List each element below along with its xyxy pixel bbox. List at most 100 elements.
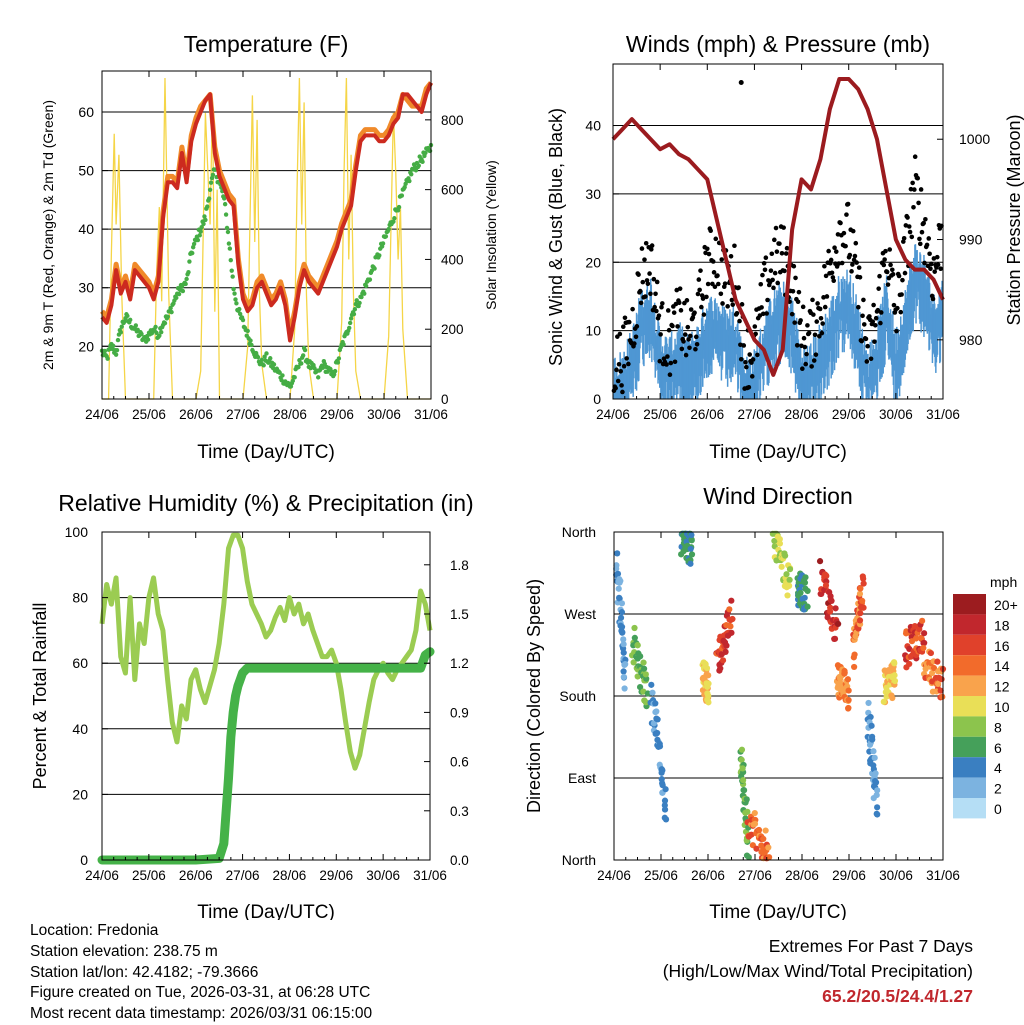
- x-tick-label: 25/06: [643, 407, 677, 422]
- direction-point: [857, 610, 864, 617]
- dewpoint-point: [168, 305, 173, 311]
- direction-point: [618, 609, 626, 616]
- gust-point: [645, 281, 651, 287]
- humidity-xlabel: Time (Day/UTC): [197, 902, 335, 920]
- gust-point: [887, 247, 893, 252]
- gust-point: [841, 230, 847, 236]
- gust-point: [907, 229, 913, 235]
- direction-point: [642, 699, 649, 706]
- wind-direction-ylabel: Direction (Colored By Speed): [524, 579, 544, 813]
- y-tick-label: 60: [72, 655, 88, 671]
- dewpoint-point: [222, 196, 227, 201]
- direction-point: [740, 777, 747, 784]
- gust-point: [912, 154, 918, 160]
- gust-point: [618, 368, 624, 374]
- temperature-ylabel: 2m & 9m T (Red, Orange) & 2m Td (Green): [40, 100, 56, 370]
- dewpoint-point: [105, 356, 110, 361]
- gust-point: [642, 257, 647, 262]
- speed-legend: mph 20+ 18 16 14 12 10 8 6 4 2 0: [953, 574, 1018, 819]
- y-right-tick-label: 200: [441, 322, 464, 337]
- dewpoint-point: [198, 229, 203, 234]
- y-right-tick-label: 0.3: [450, 804, 469, 819]
- direction-point: [927, 649, 934, 657]
- gust-point: [826, 248, 831, 254]
- dewpoint-point: [180, 288, 186, 294]
- gust-point: [860, 313, 865, 319]
- gust-point: [847, 252, 853, 258]
- direction-point: [640, 659, 647, 666]
- gust-point: [822, 304, 828, 310]
- direction-point: [740, 787, 748, 794]
- dewpoint-point: [277, 370, 282, 375]
- gust-point: [682, 332, 688, 337]
- gust-point: [771, 285, 776, 291]
- dewpoint-point: [399, 193, 405, 198]
- gust-point: [902, 270, 908, 276]
- gust-point: [728, 253, 734, 259]
- direction-point: [620, 641, 627, 648]
- dewpoint-point: [240, 317, 246, 323]
- legend-swatch: [953, 777, 986, 798]
- gust-point: [688, 307, 694, 312]
- gust-point: [665, 354, 670, 359]
- gust-point: [694, 342, 700, 347]
- direction-point: [871, 754, 878, 761]
- dewpoint-point: [205, 204, 210, 209]
- legend-label: 8: [994, 719, 1002, 735]
- dewpoint-point: [222, 201, 228, 207]
- x-tick-label: 29/06: [319, 868, 353, 883]
- gust-point: [684, 298, 690, 303]
- dewpoint-point: [392, 216, 397, 221]
- direction-point: [705, 680, 712, 687]
- y-tick-label: North: [562, 852, 596, 868]
- gust-point: [732, 243, 737, 249]
- direction-point: [687, 560, 694, 567]
- direction-point: [841, 669, 848, 676]
- gust-point: [763, 255, 769, 261]
- direction-point: [618, 623, 626, 630]
- gust-point: [810, 297, 815, 303]
- gust-point: [700, 296, 706, 301]
- dewpoint-point: [237, 306, 242, 312]
- direction-point: [891, 677, 899, 685]
- dewpoint-point: [427, 148, 433, 154]
- y-tick-label: 30: [585, 186, 601, 202]
- dewpoint-point: [245, 328, 250, 334]
- legend-label: 16: [994, 638, 1010, 654]
- direction-point: [856, 590, 864, 597]
- direction-point: [937, 687, 944, 694]
- gust-point: [815, 301, 820, 306]
- direction-point: [870, 762, 877, 769]
- gust-point: [685, 324, 691, 330]
- gust-point: [781, 225, 786, 230]
- gust-point: [649, 243, 655, 248]
- gust-point: [854, 260, 859, 265]
- gust-point: [664, 362, 669, 367]
- gust-point: [755, 352, 760, 358]
- direction-point: [786, 566, 794, 573]
- gust-point: [857, 274, 863, 280]
- gust-point: [620, 324, 626, 330]
- gust-point: [647, 271, 652, 276]
- y-tick-label: 30: [78, 280, 94, 296]
- wind-pressure-panel: Winds (mph) & Pressure (mb) 0 10 20 30 40 980…: [546, 31, 1024, 463]
- humidity-precip-panel: Relative Humidity (%) & Precipitation (i…: [30, 490, 474, 920]
- x-tick-label: 30/06: [367, 407, 401, 422]
- direction-point: [873, 791, 880, 799]
- direction-point: [920, 644, 927, 652]
- direction-point: [641, 665, 648, 672]
- dewpoint-point: [372, 266, 377, 271]
- y-tick-label: 40: [78, 221, 94, 237]
- gust-point: [791, 263, 797, 269]
- gust-point: [615, 378, 621, 384]
- y-right-tick-label: 1000: [959, 131, 990, 147]
- direction-point: [930, 664, 938, 672]
- gust-point: [856, 304, 861, 310]
- dewpoint-point: [197, 233, 202, 238]
- direction-point: [652, 700, 659, 707]
- temperature-xlabel: Time (Day/UTC): [197, 442, 335, 463]
- gust-point: [654, 279, 660, 285]
- direction-point: [728, 629, 735, 636]
- direction-point: [845, 704, 852, 712]
- direction-point: [802, 574, 809, 581]
